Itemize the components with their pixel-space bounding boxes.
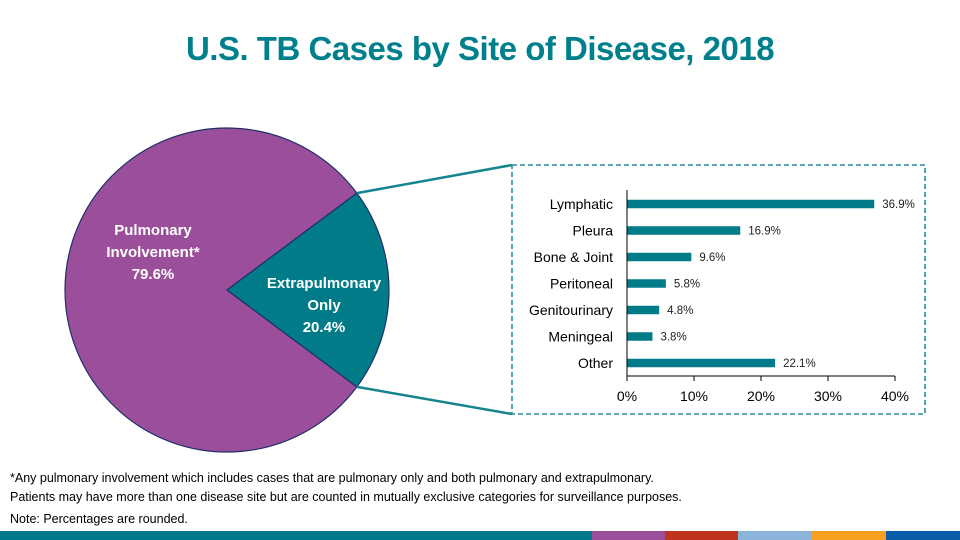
bar-data-label: 16.9% (748, 226, 781, 238)
pie-label-pulmonary: Pulmonary Involvement* 79.6% (106, 222, 200, 283)
x-tick-label: 20% (747, 388, 775, 404)
bar-peritoneal (627, 279, 666, 288)
footer-color-segment (665, 531, 738, 540)
bar-pleura (627, 226, 741, 235)
bar-data-label: 5.8% (674, 279, 700, 291)
bar-lymphatic (627, 199, 875, 209)
pie-slice-extrapulmonary (225, 192, 390, 388)
bar-genitourinary (627, 305, 660, 315)
x-tick-label: 30% (814, 388, 842, 404)
bar-data-label: 36.9% (882, 199, 915, 211)
bar-category-label: Genitourinary (529, 302, 613, 318)
connector-line-bottom (356, 385, 513, 416)
pie-chart: Pulmonary Involvement* 79.6% Extrapulmonary… (64, 127, 390, 453)
detail-box (511, 164, 926, 415)
footer-color-segment (0, 531, 592, 540)
footer-color-segment (738, 531, 812, 540)
bar-data-label: 9.6% (699, 252, 725, 264)
bar-data-label: 4.8% (667, 305, 693, 317)
bar-chart: Lymphatic 36.9% Pleura 16.9% Bone & Joint 9.6… (529, 190, 915, 404)
x-tick-label: 0% (617, 388, 637, 404)
bar-data-label: 22.1% (783, 358, 816, 370)
chart-title: U.S. TB Cases by Site of Disease, 2018 (185, 30, 775, 67)
footer-color-segment (592, 531, 665, 540)
connector-lines (356, 163, 513, 416)
pie-label-extrapulmonary: Extrapulmonary Only 20.4% (267, 275, 382, 336)
bar-category-label: Peritoneal (550, 276, 613, 292)
bar-category-label: Other (578, 355, 613, 371)
footnote-pulmonary: *Any pulmonary involvement which include… (10, 471, 654, 485)
bar-category-label: Bone & Joint (534, 249, 613, 265)
footer-color-bar (0, 531, 960, 540)
bar-meningeal (627, 332, 653, 341)
bar-category-label: Lymphatic (550, 196, 613, 212)
footer-color-segment (886, 531, 960, 540)
footnote-rounding: Note: Percentages are rounded. (10, 512, 188, 526)
footnote-surveillance: Patients may have more than one disease … (10, 490, 682, 504)
footer-color-segment (812, 531, 886, 540)
bar-other (627, 358, 776, 368)
bar-bone-joint (627, 252, 692, 262)
x-tick-label: 10% (680, 388, 708, 404)
x-tick-label: 40% (881, 388, 909, 404)
pie-slice-pulmonary (64, 127, 358, 453)
bar-category-label: Meningeal (548, 329, 613, 345)
bar-data-label: 3.8% (660, 332, 686, 344)
bar-category-label: Pleura (573, 223, 614, 239)
connector-line-top (356, 163, 513, 195)
